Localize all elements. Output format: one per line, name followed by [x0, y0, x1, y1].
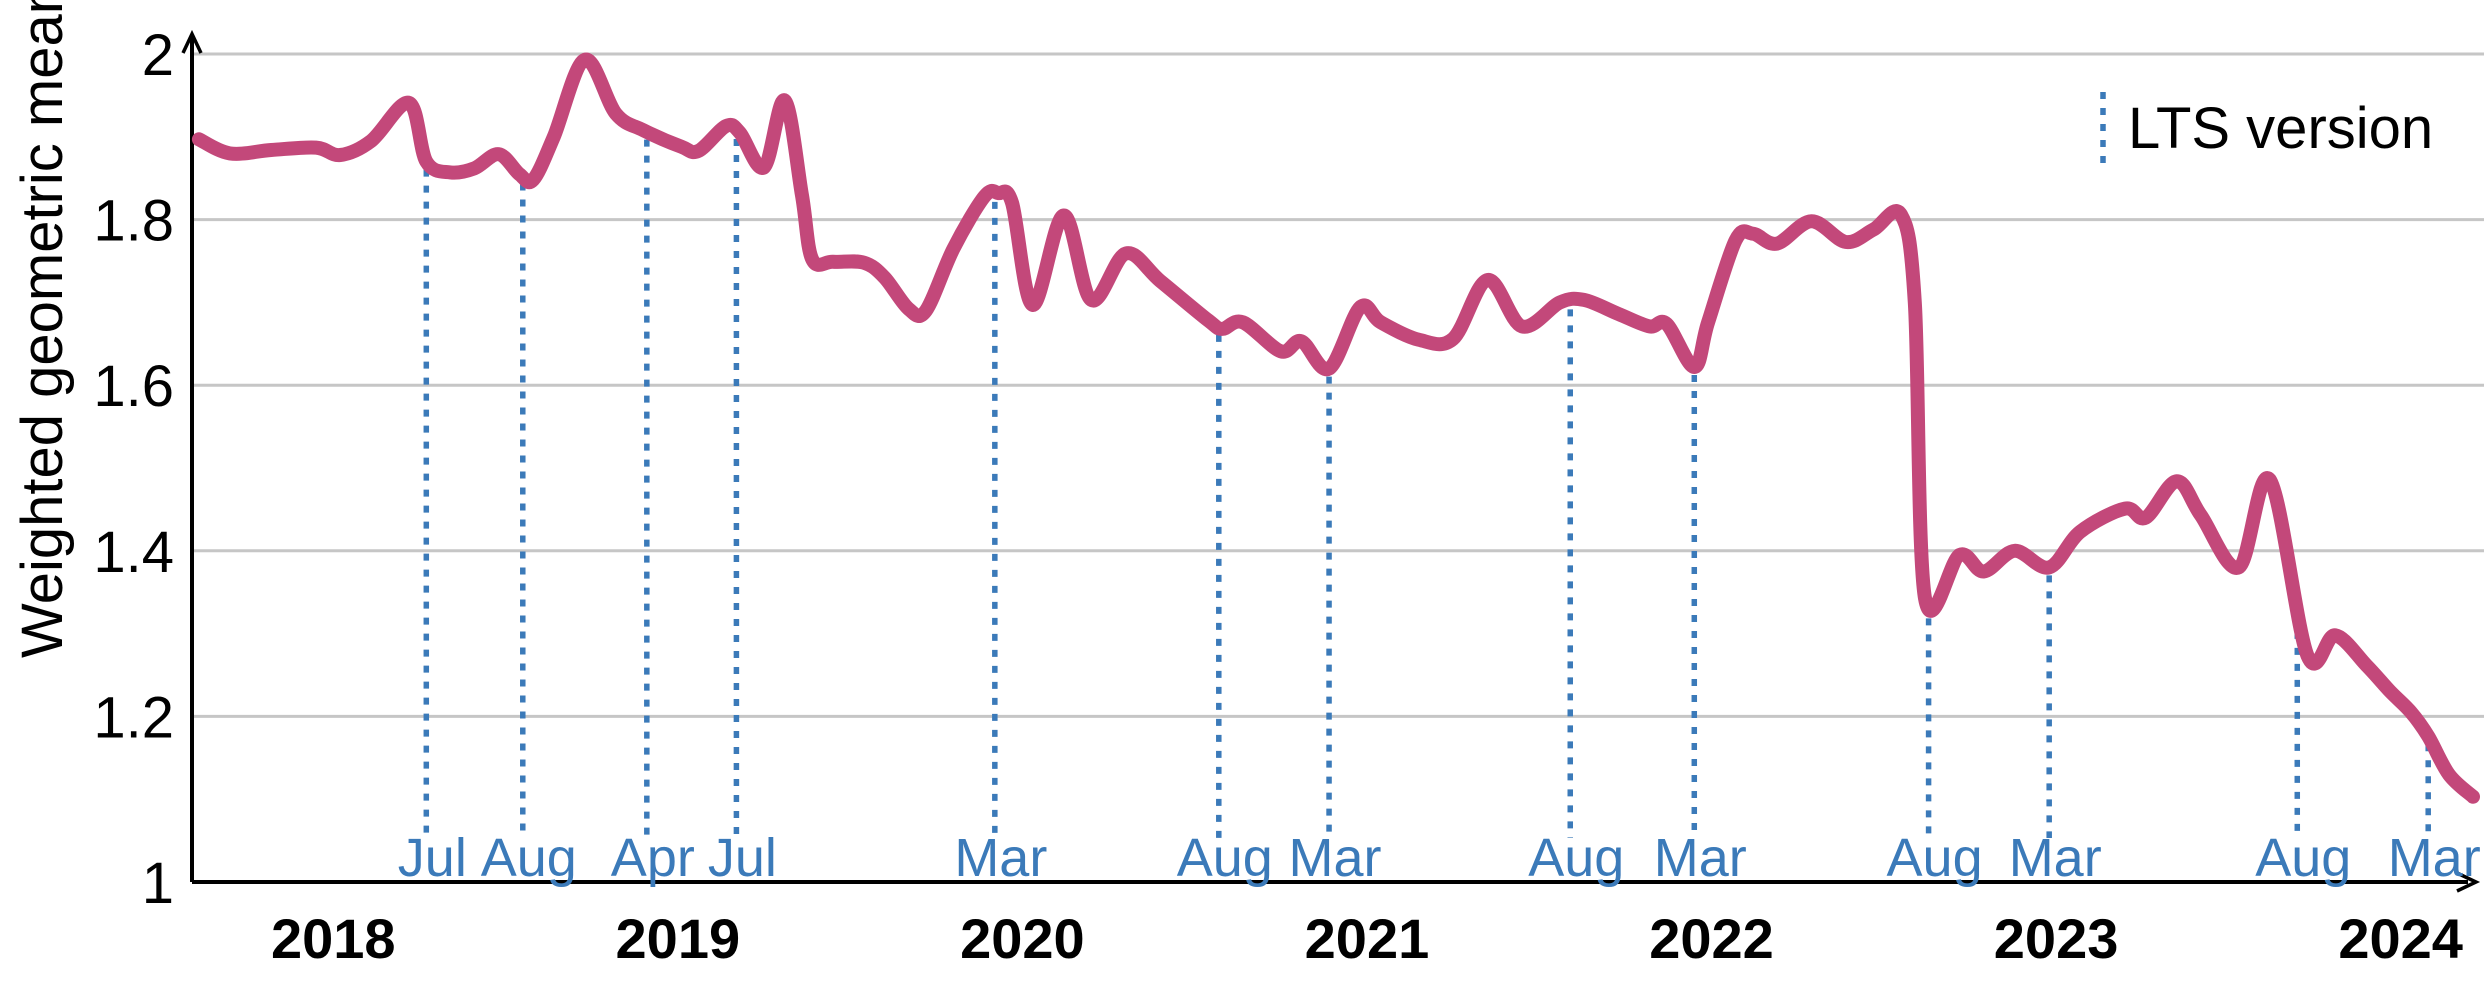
y-tick-label-1.6: 1.6 [93, 354, 174, 419]
lts-label-mar-6: Mar [1289, 828, 1382, 888]
x-axis-arrow [2456, 871, 2481, 893]
lts-label-jul-3: Jul [708, 828, 777, 888]
y-tick-labels: 1 1.2 1.4 1.6 1.8 2 [93, 23, 174, 916]
legend-label: LTS version [2128, 96, 2433, 161]
y-tick-label-1.8: 1.8 [93, 189, 174, 254]
y-tick-label-1.2: 1.2 [93, 685, 174, 750]
lts-label-jul-0: Jul [398, 828, 467, 888]
lts-label-aug-11: Aug [2255, 828, 2351, 888]
y-tick-label-1: 1 [142, 851, 174, 916]
lts-label-mar-12: Mar [2388, 828, 2481, 888]
x-tick-label-2019: 2019 [616, 907, 741, 970]
x-tick-label-2021: 2021 [1305, 907, 1430, 970]
x-tick-label-2018: 2018 [271, 907, 396, 970]
lts-label-mar-8: Mar [1654, 828, 1747, 888]
y-axis-title: Weighted geometric mean [10, 0, 75, 658]
lts-label-mar-4: Mar [954, 828, 1047, 888]
axes [181, 29, 2481, 893]
x-tick-labels: 2018 2019 2020 2021 2022 2023 2024 [271, 907, 2463, 970]
series-line-weighted-geometric-mean [191, 52, 2480, 804]
lts-label-aug-1: Aug [481, 828, 577, 888]
lts-label-apr-2: Apr [611, 828, 695, 888]
lts-label-aug-7: Aug [1528, 828, 1624, 888]
y-tick-label-2: 2 [142, 23, 174, 88]
x-tick-label-2023: 2023 [1994, 907, 2119, 970]
x-tick-label-2024: 2024 [2338, 907, 2463, 970]
data-series [191, 52, 2480, 804]
lts-label-mar-10: Mar [2009, 828, 2102, 888]
legend: LTS version [2100, 92, 2433, 165]
y-tick-label-1.4: 1.4 [93, 520, 174, 585]
x-tick-label-2022: 2022 [1649, 907, 1774, 970]
y-axis-arrow [181, 29, 203, 54]
gridlines [192, 52, 2484, 718]
x-tick-label-2020: 2020 [960, 907, 1085, 970]
lts-label-aug-9: Aug [1887, 828, 1983, 888]
lts-label-aug-5: Aug [1177, 828, 1273, 888]
lts-version-markers: Jul Aug Apr Jul Mar Aug Mar Aug Mar Aug Mar Aug Mar [398, 139, 2481, 888]
